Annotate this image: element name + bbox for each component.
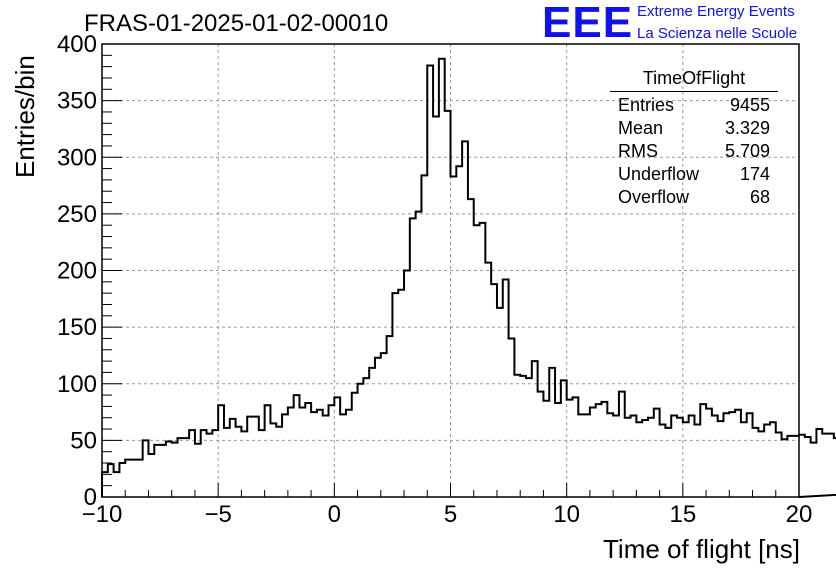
y-axis-label: Entries/bin [10,55,40,178]
stats-row-mean: Mean 3.329 [610,117,778,140]
x-tick-label: 10 [553,501,580,528]
logo-line-1: Extreme Energy Events [637,3,795,20]
y-tick-label: 400 [57,31,97,58]
logo-line-2: La Scienza nelle Scuole [637,25,798,42]
x-tick-label: 5 [444,501,457,528]
stats-label: Overflow [618,187,690,207]
stats-label: Entries [618,95,675,115]
stats-box: TimeOfFlight Entries 9455 Mean 3.329 RMS… [610,68,778,209]
x-tick-label: −5 [204,501,231,528]
y-tick-label: 300 [57,144,97,171]
y-tick-label: 150 [57,314,97,341]
stats-value: 68 [749,187,770,207]
chart-title: FRAS-01-2025-01-02-00010 [84,10,389,37]
stats-row-overflow: Overflow 68 [610,186,778,209]
y-tick-label: 0 [84,484,97,511]
x-tick-label: 20 [786,501,813,528]
stats-label: Mean [618,118,664,138]
stats-row-underflow: Underflow 174 [610,163,778,186]
stats-title: TimeOfFlight [610,68,778,92]
y-tick-label: 100 [57,371,97,398]
x-axis-label: Time of flight [ns] [603,534,800,564]
eee-logo: EEE [542,0,634,47]
stats-row-rms: RMS 5.709 [610,140,778,163]
stats-value: 5.709 [724,141,770,161]
stats-value: 3.329 [724,118,770,138]
stats-row-entries: Entries 9455 [610,94,778,117]
x-axis: −10 −5 0 5 10 15 20 [82,483,813,528]
stats-label: RMS [618,141,658,161]
y-tick-label: 50 [70,427,97,454]
x-tick-label: −10 [82,501,123,528]
histogram-step-line [101,57,836,498]
stats-value: 174 [739,164,770,184]
x-tick-label: 0 [328,501,341,528]
y-tick-label: 350 [57,88,97,115]
stats-value: 9455 [729,95,770,115]
stats-label: Underflow [618,164,700,184]
y-tick-label: 250 [57,201,97,228]
x-tick-label: 15 [669,501,696,528]
y-axis: 0 50 100 150 200 250 300 350 400 [57,31,122,511]
y-tick-label: 200 [57,258,97,285]
